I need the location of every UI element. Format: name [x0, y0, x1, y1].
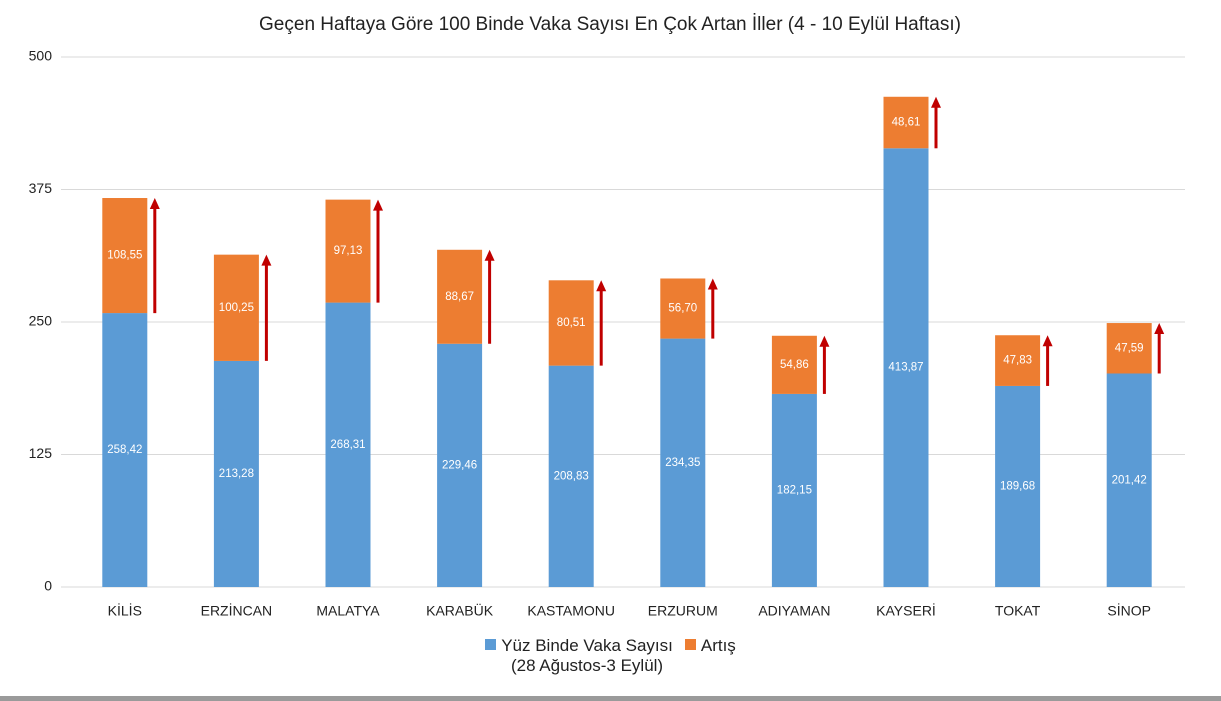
y-tick-label: 125	[29, 445, 53, 461]
increase-arrowhead	[931, 96, 941, 108]
y-tick-label: 500	[29, 48, 53, 64]
bar-segment	[102, 198, 148, 314]
x-tick-label: KARABÜK	[426, 602, 494, 619]
bar-segment	[437, 249, 483, 344]
bar-segment	[213, 360, 259, 587]
legend-label: Yüz Binde Vaka Sayısı (28 Ağustos-3 Eylü…	[501, 636, 673, 675]
legend-item: Yüz Binde Vaka Sayısı (28 Ağustos-3 Eylü…	[485, 636, 673, 676]
value-label: 201,42	[1112, 474, 1147, 486]
bar-segment	[995, 385, 1041, 587]
legend-label: Artış	[700, 636, 736, 655]
value-label: 229,46	[442, 459, 477, 471]
value-label: 48,61	[892, 117, 921, 129]
value-label: 213,28	[219, 468, 254, 480]
legend: Yüz Binde Vaka Sayısı (28 Ağustos-3 Eylü…	[0, 636, 1221, 676]
bar-segment	[1106, 373, 1152, 587]
value-label: 182,15	[777, 484, 812, 496]
value-label: 97,13	[334, 245, 363, 257]
bar-segment	[883, 96, 929, 149]
x-tick-label: KAYSERİ	[876, 602, 936, 619]
value-label: 100,25	[219, 302, 254, 314]
x-tick-label: ERZİNCAN	[201, 602, 273, 619]
increase-arrowhead	[596, 280, 607, 292]
value-label: 189,68	[1000, 481, 1035, 493]
bar-segment	[325, 302, 371, 587]
x-tick-label: MALATYA	[316, 603, 380, 619]
x-tick-label: ERZURUM	[648, 603, 718, 619]
value-label: 268,31	[330, 439, 365, 451]
value-label: 208,83	[554, 470, 589, 482]
legend-swatch	[485, 639, 497, 650]
bar-segment	[325, 199, 371, 303]
increase-arrowhead	[149, 198, 160, 210]
bar-segment	[437, 343, 483, 587]
bar-segment	[771, 335, 817, 394]
value-label: 47,83	[1003, 355, 1032, 367]
legend-item: Artış	[684, 636, 736, 656]
increase-arrowhead	[261, 254, 272, 266]
bar-segment	[548, 365, 594, 587]
value-label: 258,42	[107, 444, 142, 456]
value-label: 88,67	[445, 291, 474, 303]
y-tick-label: 0	[44, 578, 52, 594]
increase-arrowhead	[1042, 335, 1053, 347]
value-label: 47,59	[1115, 342, 1144, 354]
increase-arrowhead	[484, 249, 495, 261]
chart-title: Geçen Haftaya Göre 100 Binde Vaka Sayısı…	[259, 14, 961, 35]
bar-segment	[660, 338, 706, 587]
x-tick-label: KİLİS	[108, 602, 142, 619]
increase-arrowhead	[707, 278, 718, 290]
value-label: 413,87	[888, 362, 923, 374]
bar-segment	[660, 278, 706, 339]
increase-arrowhead	[1154, 323, 1165, 335]
y-tick-label: 375	[29, 180, 53, 196]
bar-segment	[213, 254, 259, 361]
value-label: 108,55	[107, 250, 142, 262]
legend-swatch	[684, 639, 696, 650]
bar-segment	[1106, 323, 1152, 374]
value-label: 234,35	[665, 457, 700, 469]
x-tick-label: KASTAMONU	[527, 603, 615, 619]
bar-segment	[548, 280, 594, 366]
bar-segment	[883, 148, 929, 588]
increase-arrowhead	[373, 199, 383, 211]
value-label: 54,86	[780, 359, 809, 371]
bottom-border	[0, 696, 1221, 701]
increase-arrowhead	[819, 335, 830, 347]
y-tick-label: 250	[29, 313, 53, 329]
x-tick-label: SİNOP	[1107, 602, 1151, 619]
bar-segment	[102, 313, 148, 587]
x-tick-label: ADIYAMAN	[758, 603, 830, 619]
bar-segment	[995, 335, 1041, 386]
value-label: 56,70	[668, 303, 697, 315]
value-label: 80,51	[557, 317, 586, 329]
bar-segment	[771, 393, 817, 587]
x-tick-label: TOKAT	[995, 603, 1041, 619]
